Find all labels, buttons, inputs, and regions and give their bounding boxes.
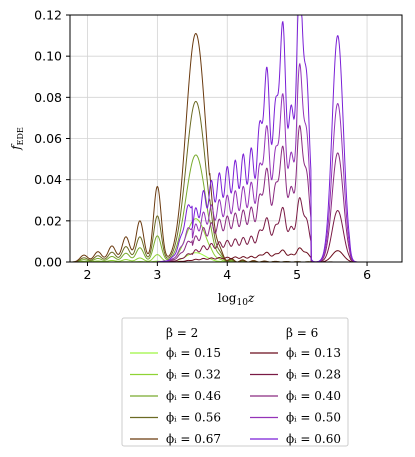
legend-group-title: β = 2 (166, 326, 198, 340)
y-tick-label: 0.12 (34, 8, 62, 23)
legend-entry-label: ϕᵢ = 0.46 (166, 389, 221, 403)
y-tick-label: 0.06 (34, 131, 62, 146)
y-tick-label: 0.08 (34, 90, 62, 105)
legend-entry-label: ϕᵢ = 0.28 (286, 368, 341, 382)
legend-group-title: β = 6 (286, 326, 318, 340)
x-tick-label: 4 (223, 267, 231, 282)
series-line (70, 218, 402, 263)
x-axis-label: log10z (218, 291, 255, 308)
legend-box (121, 317, 349, 447)
legend-entry-label: ϕᵢ = 0.13 (286, 346, 341, 360)
series-line (70, 32, 402, 263)
legend-entry-label: ϕᵢ = 0.32 (166, 368, 221, 382)
y-tick-label: 0.00 (34, 255, 62, 270)
y-axis-label: fEDE (9, 127, 25, 151)
ticks: 2 3 4 5 6 0.00 0.02 0.04 0.06 0.08 0.10 0.12 (34, 8, 371, 283)
legend-entry-label: ϕᵢ = 0.56 (166, 411, 221, 425)
x-tick-label: 3 (153, 267, 161, 282)
series-line (70, 100, 402, 263)
legend-entry-label: ϕᵢ = 0.60 (286, 432, 341, 446)
legend-entry-label: ϕᵢ = 0.67 (166, 432, 221, 446)
y-tick-label: 0.02 (34, 213, 62, 228)
x-tick-label: 6 (363, 267, 371, 282)
x-tick-label: 5 (293, 267, 301, 282)
y-tick-label: 0.10 (34, 49, 62, 64)
y-tick-label: 0.04 (34, 172, 62, 187)
legend-entry-label: ϕᵢ = 0.15 (166, 346, 221, 360)
legend: β = 2 ϕᵢ = 0.15 ϕᵢ = 0.32 ϕᵢ = 0.46 ϕᵢ = 0.5… (121, 317, 349, 447)
legend-entry-label: ϕᵢ = 0.50 (286, 411, 341, 425)
legend-entry-label: ϕᵢ = 0.40 (286, 389, 341, 403)
grid (70, 14, 402, 263)
series-line (70, 154, 402, 263)
x-tick-label: 2 (83, 267, 91, 282)
